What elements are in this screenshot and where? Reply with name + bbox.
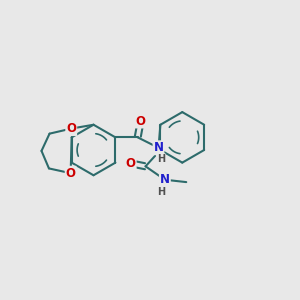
Text: H: H [157,154,165,164]
Text: O: O [126,157,136,170]
Text: N: N [154,141,164,154]
Text: O: O [66,167,76,180]
Text: O: O [136,115,146,128]
Text: N: N [160,173,170,186]
Text: H: H [157,187,165,197]
Text: O: O [66,122,76,135]
